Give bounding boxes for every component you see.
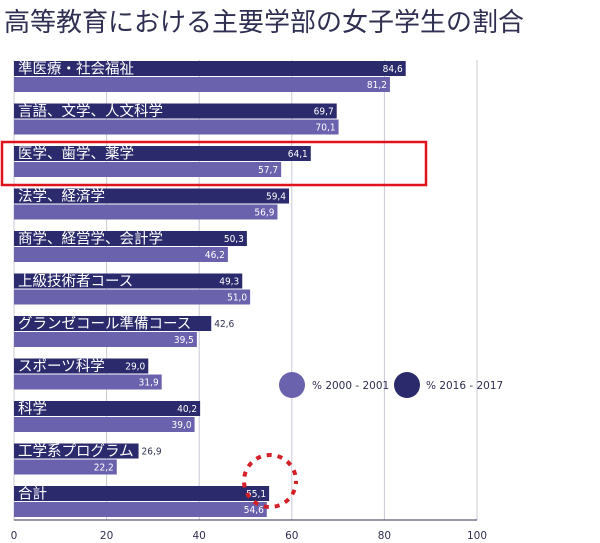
- value-label-2016-2017: 69,7: [314, 107, 334, 118]
- value-label-2000-2001: 22,2: [94, 463, 114, 474]
- value-label-2016-2017: 50,3: [224, 234, 244, 245]
- value-label-2000-2001: 81,2: [367, 80, 387, 91]
- bar-2016-2017: [14, 401, 201, 416]
- category-label: 法学、経済学: [18, 188, 105, 205]
- category-label: 科学: [18, 401, 47, 418]
- bar-2016-2017: [14, 103, 337, 119]
- bar-2000-2001: [14, 162, 282, 177]
- bar-2000-2001: [14, 502, 267, 517]
- value-label-2016-2017: 26,9: [142, 447, 162, 458]
- value-label-2000-2001: 54,6: [244, 505, 264, 516]
- x-tick-label: 80: [378, 530, 391, 542]
- x-tick-label: 60: [285, 530, 298, 542]
- value-label-2000-2001: 57,7: [258, 165, 278, 176]
- value-label-2000-2001: 31,9: [139, 378, 159, 389]
- value-label-2016-2017: 64,1: [288, 149, 308, 160]
- bar-2016-2017: [14, 188, 290, 204]
- category-label: 合計: [18, 486, 47, 503]
- bar-2016-2017: [14, 358, 149, 374]
- bar-2016-2017: [14, 146, 311, 161]
- x-tick-label: 100: [467, 530, 487, 542]
- x-tick-label: 20: [100, 530, 113, 542]
- highlight-box: [0, 140, 428, 187]
- category-label: 上級技術者コース: [18, 273, 133, 290]
- value-label-2016-2017: 49,3: [219, 277, 239, 288]
- category-label: 工学系プログラム: [18, 443, 134, 460]
- value-label-2016-2017: 42,6: [214, 319, 234, 330]
- bar-2016-2017: [14, 316, 212, 331]
- category-label: 言語、文学、人文科学: [18, 103, 163, 120]
- bar-2000-2001: [14, 247, 228, 262]
- legend-label-2016-2017: % 2016 - 2017: [426, 380, 503, 392]
- category-label: 準医療・社会福祉: [18, 61, 134, 78]
- value-label-2016-2017: 40,2: [177, 404, 197, 415]
- category-label: 商学、経営学、会計学: [18, 231, 163, 248]
- value-label-2000-2001: 39,0: [172, 420, 192, 431]
- value-label-2016-2017: 29,0: [125, 362, 145, 373]
- value-label-2016-2017: 55,1: [246, 489, 266, 500]
- dashed-circle-decoration: [242, 453, 298, 509]
- value-label-2000-2001: 39,5: [174, 335, 194, 346]
- bar-2016-2017: [14, 443, 139, 459]
- bar-2016-2017: [14, 273, 243, 289]
- value-label-2000-2001: 70,1: [316, 123, 336, 134]
- chart-title: 高等教育における主要学部の女子学生の割合: [4, 8, 525, 38]
- bar-2000-2001: [14, 119, 339, 135]
- category-label: グランゼコール準備コース: [18, 316, 191, 333]
- bar-2016-2017: [14, 61, 406, 76]
- category-label: スポーツ科学: [18, 358, 105, 375]
- legend-label-2000-2001: % 2000 - 2001: [312, 380, 389, 392]
- bar-2000-2001: [14, 332, 197, 347]
- value-label-2000-2001: 46,2: [205, 250, 225, 261]
- value-label-2000-2001: 51,0: [227, 293, 247, 304]
- value-label-2000-2001: 56,9: [254, 208, 274, 219]
- legend-marker-2016-2017: [394, 372, 420, 398]
- legend-marker-2000-2001: [279, 372, 305, 398]
- category-label: 医学、歯学、薬学: [18, 146, 134, 163]
- bar-2000-2001: [14, 204, 278, 220]
- value-label-2016-2017: 84,6: [383, 64, 403, 75]
- bar-2000-2001: [14, 374, 162, 390]
- bar-2000-2001: [14, 459, 117, 475]
- x-tick-label: 0: [11, 530, 18, 542]
- bar-2000-2001: [14, 77, 390, 92]
- bar-2000-2001: [14, 289, 251, 305]
- bar-2000-2001: [14, 417, 195, 432]
- x-tick-label: 40: [193, 530, 206, 542]
- bar-2016-2017: [14, 231, 247, 246]
- bar-2016-2017: [14, 486, 270, 501]
- value-label-2016-2017: 59,4: [266, 192, 286, 203]
